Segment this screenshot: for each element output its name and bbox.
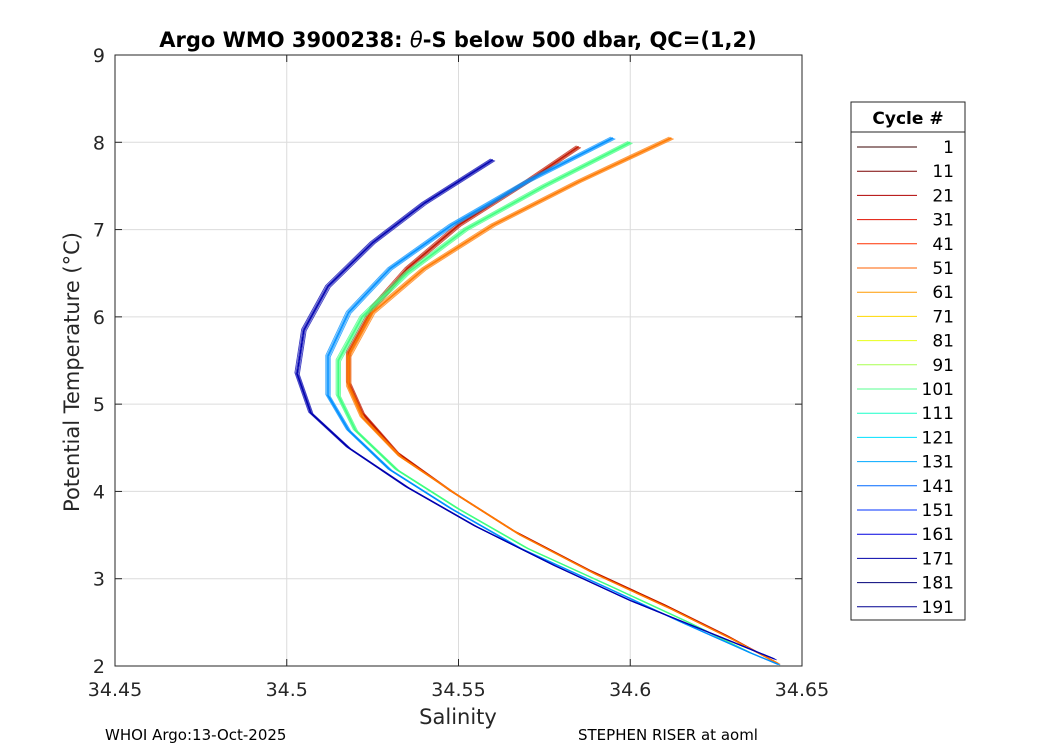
legend-label: 21 (932, 186, 954, 206)
footer-left-credit: WHOI Argo:13-Oct-2025 (105, 726, 287, 744)
legend-entries: 1112131415161718191101111121131141151161… (857, 138, 954, 618)
legend-label: 61 (932, 283, 954, 303)
y-axis-label: Potential Temperature (°C) (60, 232, 84, 512)
series-line (340, 142, 753, 655)
series-line (350, 147, 777, 663)
legend-label: 161 (922, 525, 954, 545)
chart-title-prefix: Argo WMO 3900238: (159, 28, 410, 52)
grid-lines (115, 55, 802, 666)
legend-label: 181 (922, 574, 954, 594)
legend-label: 171 (922, 549, 954, 569)
y-tick-label: 7 (93, 220, 105, 242)
legend-label: 31 (932, 211, 954, 231)
x-tick-label: 34.5 (266, 679, 308, 701)
legend-label: 1 (943, 138, 954, 158)
y-tick-label: 8 (93, 132, 105, 154)
legend-label: 141 (922, 477, 954, 497)
legend: Cycle # 11121314151617181911011111211311… (850, 101, 966, 621)
legend-label: 151 (922, 501, 954, 521)
legend-label: 91 (932, 356, 954, 376)
series-group (294, 136, 781, 666)
y-tick-label: 5 (93, 394, 105, 416)
legend-label: 51 (932, 259, 954, 279)
legend-title: Cycle # (872, 109, 943, 129)
legend-label: 191 (922, 598, 954, 618)
legend-label: 111 (922, 404, 954, 424)
y-tick-label: 4 (93, 481, 105, 503)
series-line (350, 138, 781, 665)
x-tick-labels: 34.45 34.5 34.55 34.6 34.65 (88, 679, 829, 701)
x-tick-label: 34.55 (431, 679, 485, 701)
x-axis-label: Salinity (419, 705, 497, 729)
legend-label: 71 (932, 307, 954, 327)
chart-title-suffix: -S below 500 dbar, QC=(1,2) (423, 28, 757, 52)
legend-label: 131 (922, 453, 954, 473)
y-tick-label: 6 (93, 307, 105, 329)
y-tick-label: 3 (93, 569, 105, 591)
y-tick-labels: 2 3 4 5 6 7 8 9 (93, 45, 105, 678)
axis-ticks (114, 54, 803, 667)
legend-label: 121 (922, 428, 954, 448)
legend-label: 41 (932, 235, 954, 255)
x-tick-label: 34.6 (609, 679, 651, 701)
legend-box (850, 101, 966, 621)
legend-label: 81 (932, 332, 954, 352)
y-tick-label: 9 (93, 45, 105, 67)
legend-label: 11 (932, 162, 954, 182)
x-tick-label: 34.45 (88, 679, 142, 701)
chart-title-theta: θ (410, 28, 423, 52)
x-tick-label: 34.65 (775, 679, 829, 701)
series-line (298, 160, 777, 661)
chart-title: Argo WMO 3900238: θ-S below 500 dbar, QC… (159, 28, 756, 52)
footer-right-credit: STEPHEN RISER at aoml (578, 726, 758, 744)
legend-label: 101 (922, 380, 954, 400)
y-tick-label: 2 (93, 656, 105, 678)
